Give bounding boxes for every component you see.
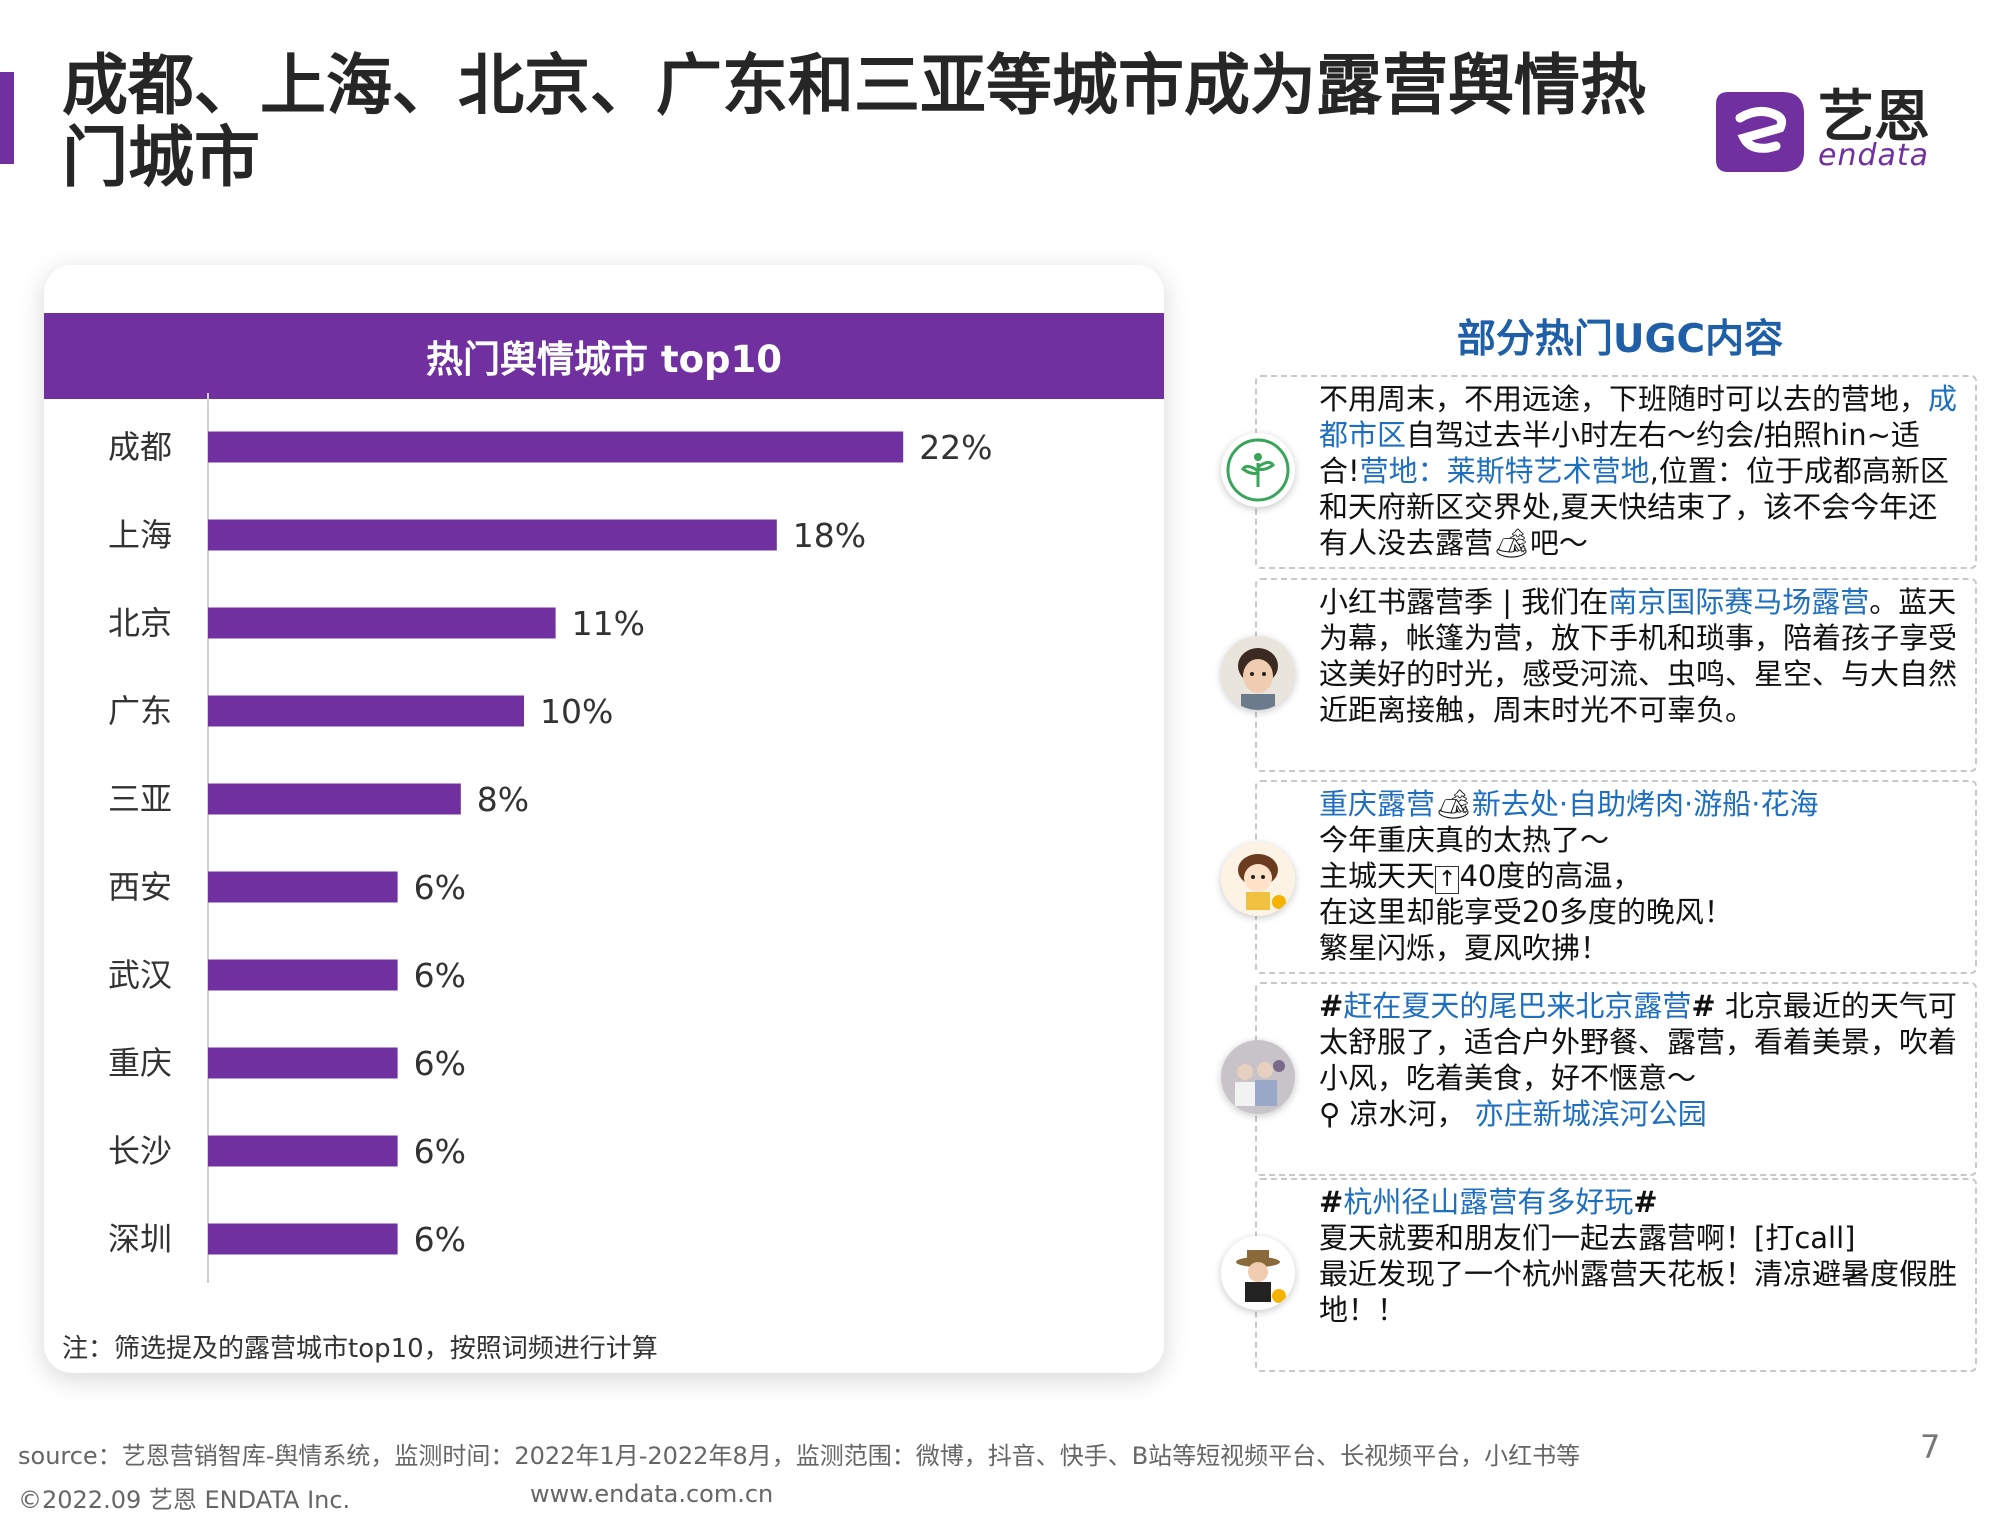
ugc-highlight-link[interactable]: 新去处·自助烤肉·游船·花海 bbox=[1471, 787, 1819, 821]
category-label: 三亚 bbox=[108, 780, 172, 818]
ugc-post-card: 不用周末，不用远途，下班随时可以去的营地，成都市区自驾过去半小时左右～约会/拍照… bbox=[1221, 375, 1977, 569]
ugc-highlight-link[interactable]: 杭州径山露营有多好玩 bbox=[1343, 1185, 1634, 1219]
sprout-logo-avatar bbox=[1221, 433, 1295, 507]
up-arrow-icon: ↑ bbox=[1435, 866, 1460, 894]
bar-value-label: 6% bbox=[414, 1220, 466, 1259]
bar-广东 bbox=[208, 695, 524, 727]
bar-value-label: 8% bbox=[477, 780, 529, 819]
bar-value-label: 6% bbox=[414, 868, 466, 907]
title-accent-bar bbox=[0, 72, 14, 164]
ugc-emoji-icon: 🏕 bbox=[1493, 526, 1530, 560]
bar-上海 bbox=[208, 519, 777, 551]
bar-value-label: 6% bbox=[414, 1044, 466, 1083]
page-number: 7 bbox=[1920, 1428, 1941, 1466]
group-photo-avatar bbox=[1221, 1040, 1295, 1114]
ugc-text-segment: 最近发现了一个杭州露营天花板！清凉避暑度假胜地！！ bbox=[1319, 1257, 1958, 1327]
child-photo-avatar bbox=[1221, 636, 1295, 710]
ugc-text-segment: 繁星闪烁，夏风吹拂！ bbox=[1319, 931, 1610, 965]
ugc-post-card: #杭州径山露营有多好玩# 夏天就要和朋友们一起去露营啊！[打call] 最近发现了一… bbox=[1221, 1178, 1977, 1372]
ugc-post-card: #赶在夏天的尾巴来北京露营# 北京最近的天气可太舒服了，适合户外野餐、露营，看着… bbox=[1221, 982, 1977, 1176]
ugc-highlight-link[interactable]: 营地：莱斯特艺术营地 bbox=[1359, 454, 1650, 488]
bar-西安 bbox=[208, 871, 398, 903]
ugc-text-segment: 吧～ bbox=[1529, 526, 1588, 560]
category-label: 西安 bbox=[108, 868, 172, 906]
ugc-text-segment: 小红书露营季 | 我们在 bbox=[1319, 585, 1609, 619]
endata-logo-icon bbox=[1716, 92, 1804, 172]
footer-copyright: ©2022.09 艺恩 ENDATA Inc. bbox=[18, 1486, 351, 1514]
ugc-post-card: 小红书露营季 | 我们在南京国际赛马场露营。蓝天为幕，帐篷为营，放下手机和琐事，… bbox=[1221, 578, 1977, 772]
ugc-text-segment: 在这里却能享受20多度的晚风！ bbox=[1319, 895, 1733, 929]
cartoon-girl-avatar bbox=[1221, 842, 1295, 916]
chart-title: 热门舆情城市 top10 bbox=[44, 313, 1164, 399]
ugc-emoji-icon: ⚲ bbox=[1319, 1097, 1341, 1131]
bar-value-label: 10% bbox=[540, 692, 613, 731]
chart-card: 热门舆情城市 top10 成都 22% 上海 18% 北京 11% 广东 10% 三亚 8% 西安 6… bbox=[44, 265, 1164, 1373]
category-label: 成都 bbox=[108, 428, 172, 466]
bar-重庆 bbox=[208, 1047, 398, 1079]
bar-value-label: 6% bbox=[414, 1132, 466, 1171]
footer-website[interactable]: www.endata.com.cn bbox=[530, 1480, 774, 1508]
ugc-highlight-link[interactable]: 亦庄新城滨河公园 bbox=[1474, 1097, 1707, 1131]
ugc-post-card: 重庆露营🏕新去处·自助烤肉·游船·花海 今年重庆真的太热了～ 主城天天 ↑ 40度的高温… bbox=[1221, 780, 1977, 974]
bar-value-label: 22% bbox=[919, 428, 992, 467]
ugc-text-segment: 凉水河， bbox=[1340, 1097, 1475, 1131]
ugc-text-segment: 自驾过去半小时左右～约会/拍照hin~适合! bbox=[1319, 418, 1920, 488]
bar-value-label: 6% bbox=[414, 956, 466, 995]
chart-note: 注：筛选提及的露营城市top10，按照词频进行计算 bbox=[62, 1334, 658, 1364]
ugc-text-segment: # bbox=[1319, 1185, 1344, 1219]
ugc-post-text: #赶在夏天的尾巴来北京露营# 北京最近的天气可太舒服了，适合户外野餐、露营，看着… bbox=[1319, 988, 1959, 1132]
ugc-post-text: #杭州径山露营有多好玩# 夏天就要和朋友们一起去露营啊！[打call] 最近发现了一… bbox=[1319, 1184, 1959, 1328]
bar-chart: 成都 22% 上海 18% 北京 11% 广东 10% 三亚 8% 西安 6% 武汉 6% 重庆 6% 长沙 6%… bbox=[108, 393, 993, 1283]
bar-value-label: 11% bbox=[572, 604, 645, 643]
ugc-text-segment: # bbox=[1633, 1185, 1658, 1219]
ugc-emoji-icon: 🏕 bbox=[1435, 787, 1472, 821]
footer-source: source：艺恩营销智库-舆情系统，监测时间：2022年1月-2022年8月，… bbox=[18, 1442, 1581, 1470]
page-title: 成都、上海、北京、广东和三亚等城市成为露营舆情热门城市 bbox=[62, 47, 1646, 196]
hat-person-avatar bbox=[1221, 1236, 1295, 1310]
ugc-text-segment: 今年重庆真的太热了～ bbox=[1319, 823, 1610, 857]
ugc-post-text: 小红书露营季 | 我们在南京国际赛马场露营。蓝天为幕，帐篷为营，放下手机和琐事，… bbox=[1319, 584, 1959, 728]
ugc-section-title: 部分热门UGC内容 bbox=[1456, 317, 1784, 362]
bar-长沙 bbox=[208, 1135, 398, 1167]
bar-武汉 bbox=[208, 959, 398, 991]
ugc-text-segment: 40度的高温， bbox=[1459, 859, 1642, 893]
ugc-text-segment: 不用周末，不用远途，下班随时可以去的营地， bbox=[1319, 382, 1929, 416]
ugc-highlight-link[interactable]: 成都市区 bbox=[1319, 382, 1958, 452]
ugc-highlight-link[interactable]: 南京国际赛马场露营 bbox=[1608, 585, 1870, 619]
ugc-post-text: 不用周末，不用远途，下班随时可以去的营地，成都市区自驾过去半小时左右～约会/拍照… bbox=[1319, 381, 1959, 561]
endata-logo: 艺恩 endata bbox=[1710, 80, 1950, 180]
ugc-text-segment: 主城天天 bbox=[1319, 859, 1436, 893]
bar-成都 bbox=[208, 431, 904, 463]
ugc-highlight-link[interactable]: 重庆露营 bbox=[1319, 787, 1436, 821]
ugc-text-segment: 夏天就要和朋友们一起去露营啊！[打call] bbox=[1319, 1221, 1856, 1255]
logo-en-text: endata bbox=[1818, 138, 1930, 173]
ugc-text-segment: 北京最近的天气可太舒服了，适合户外野餐、露营，看着美景，吹着小风，吃着美食，好不… bbox=[1319, 989, 1958, 1095]
bar-value-label: 18% bbox=[793, 516, 866, 555]
ugc-text-segment: # bbox=[1691, 989, 1716, 1023]
bar-北京 bbox=[208, 607, 556, 639]
category-label: 广东 bbox=[108, 692, 172, 730]
ugc-text-segment: ,位置：位于成都高新区和天府新区交界处,夏天快结束了，该不会今年还有人没去露营 bbox=[1319, 454, 1949, 560]
ugc-post-text: 重庆露营🏕新去处·自助烤肉·游船·花海 今年重庆真的太热了～ 主城天天 ↑ 40度的高温… bbox=[1319, 786, 1959, 966]
bar-三亚 bbox=[208, 783, 461, 815]
bar-深圳 bbox=[208, 1223, 398, 1255]
ugc-highlight-link[interactable]: 赶在夏天的尾巴来北京露营 bbox=[1343, 989, 1692, 1023]
category-label: 长沙 bbox=[108, 1132, 172, 1170]
category-label: 武汉 bbox=[108, 956, 172, 994]
ugc-text-segment: 。蓝天为幕，帐篷为营，放下手机和琐事，陪着孩子享受这美好的时光，感受河流、虫鸣、… bbox=[1319, 585, 1958, 727]
category-label: 重庆 bbox=[108, 1044, 172, 1082]
ugc-text-segment: # bbox=[1319, 989, 1344, 1023]
category-label: 深圳 bbox=[108, 1220, 172, 1258]
logo-cn-text: 艺恩 bbox=[1818, 85, 1930, 150]
category-label: 上海 bbox=[108, 516, 172, 554]
category-label: 北京 bbox=[108, 604, 172, 642]
